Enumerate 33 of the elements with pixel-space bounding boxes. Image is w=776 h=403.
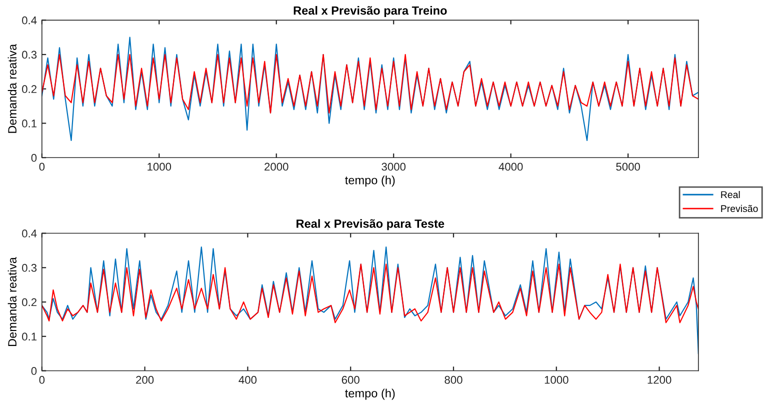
x-tick-label: 600	[342, 376, 360, 384]
x-tick-label: 1200	[648, 376, 672, 384]
x-tick-label: 4000	[498, 162, 523, 171]
legend-label: Previsão	[721, 204, 758, 212]
line-series	[42, 264, 698, 324]
x-tick-label: 400	[238, 376, 257, 384]
chart-title: Real x Previsão para Treino	[294, 6, 447, 18]
x-tick-label: 200	[136, 376, 154, 384]
x-tick-label: 2000	[264, 162, 288, 171]
legend-label: Real	[721, 190, 740, 198]
x-tick-label: 3000	[382, 162, 406, 171]
y-tick-label: 0.2	[22, 85, 36, 94]
y-tick-label: 0.1	[22, 120, 36, 128]
x-axis-title: tempo (h)	[345, 176, 395, 187]
x-tick-label: 800	[444, 376, 462, 384]
y-tick-label: 0.4	[22, 16, 37, 24]
y-tick-label: 0	[31, 367, 37, 375]
x-tick-label: 1000	[148, 162, 172, 171]
y-tick-label: 0.3	[22, 264, 37, 272]
line-series	[42, 54, 698, 114]
x-tick-label: 1000	[544, 376, 568, 384]
x-tick-label: 0	[39, 376, 45, 384]
y-axis-title: Demanda reativa	[8, 44, 16, 133]
y-axis-title: Demanda reativa	[8, 257, 16, 346]
x-tick-label: 5000	[616, 162, 640, 171]
x-tick-label: 0	[39, 162, 45, 171]
y-tick-label: 0.2	[22, 298, 36, 306]
y-tick-label: 0	[31, 154, 37, 162]
chart-title: Real x Previsão para Teste	[296, 219, 444, 230]
y-tick-label: 0.1	[22, 332, 36, 341]
y-tick-label: 0.3	[22, 50, 37, 59]
y-tick-label: 0.4	[22, 230, 37, 238]
x-axis-title: tempo (h)	[345, 388, 395, 400]
